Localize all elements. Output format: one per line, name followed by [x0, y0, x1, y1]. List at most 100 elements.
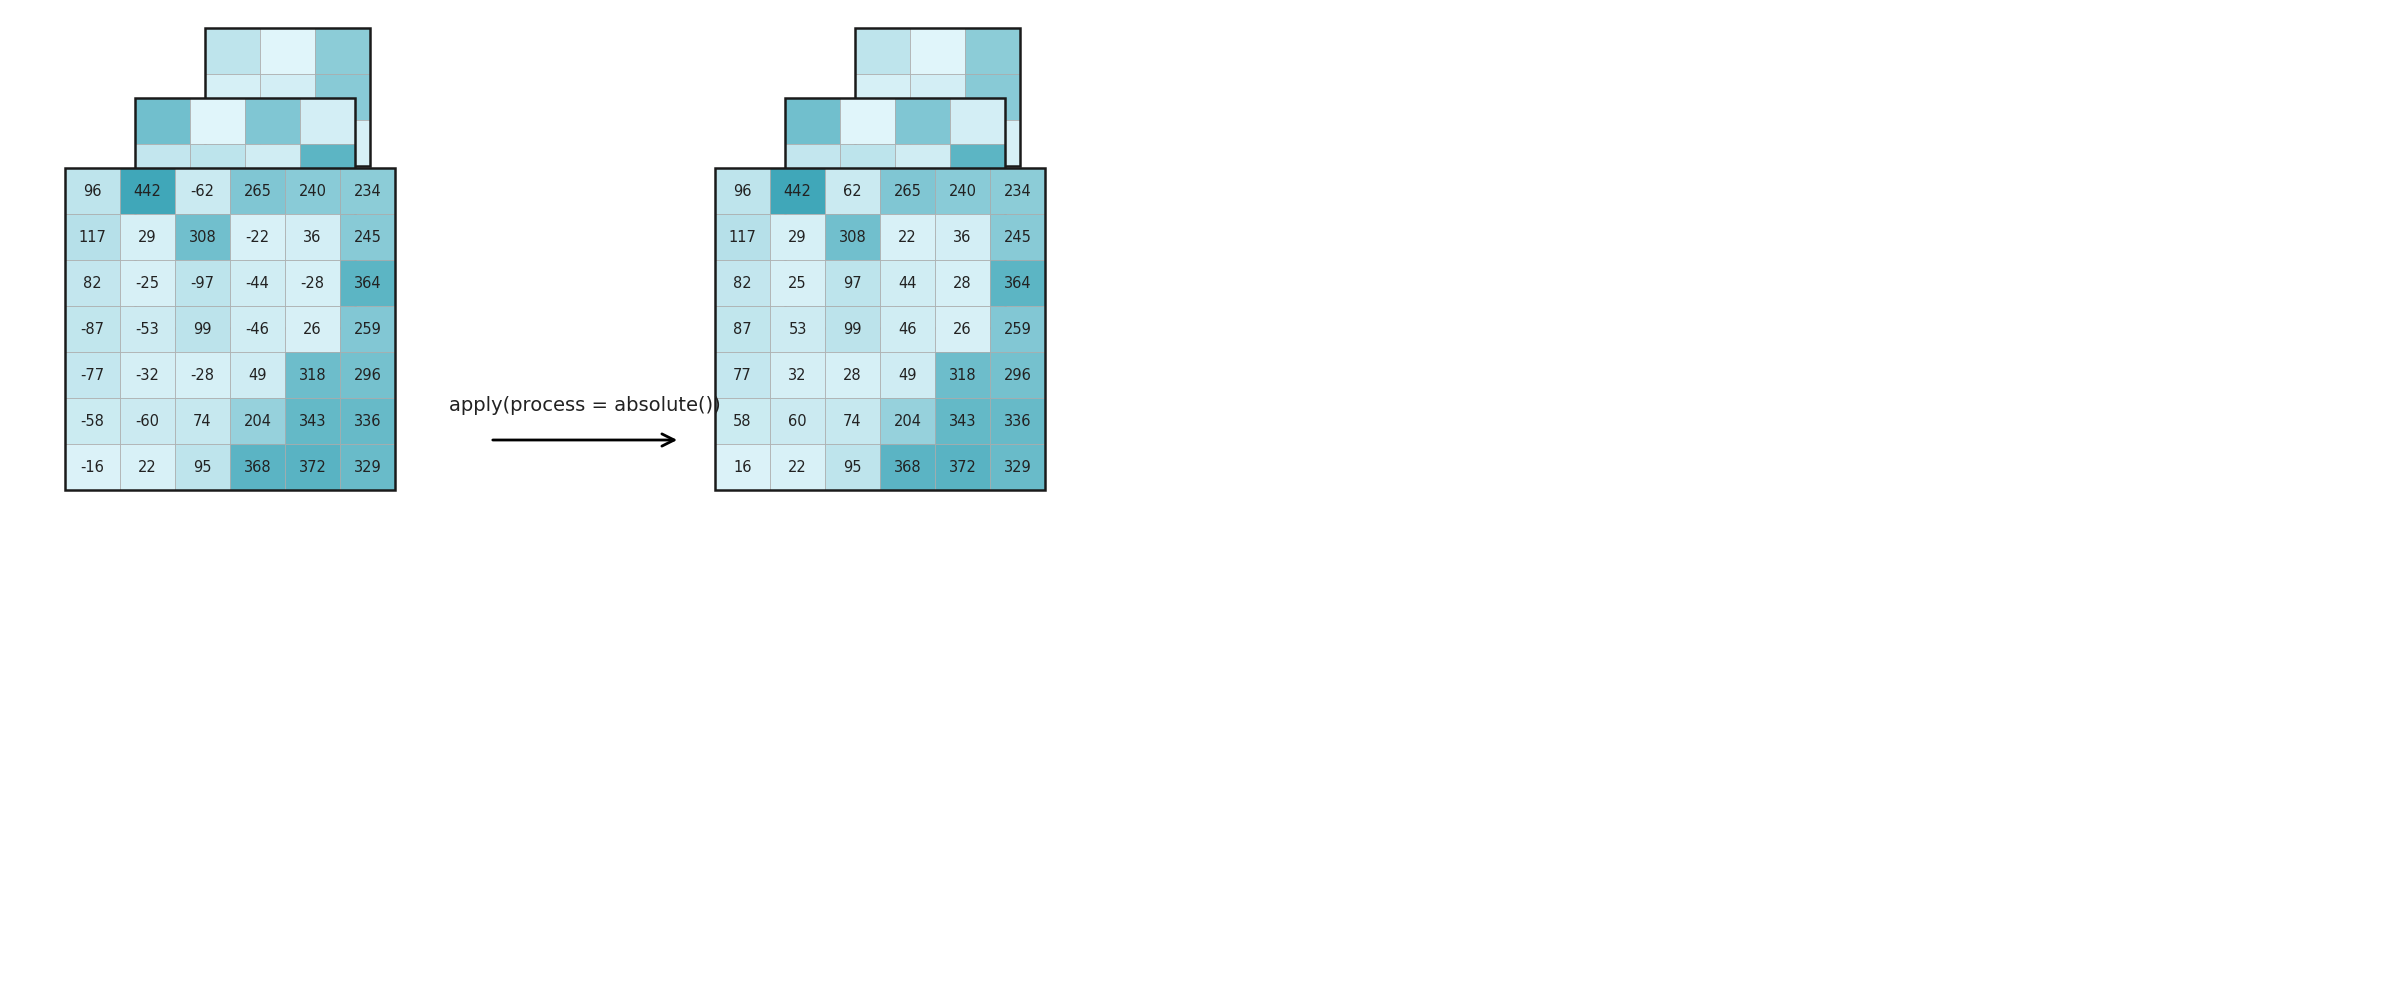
- Text: 77: 77: [732, 367, 751, 382]
- Bar: [286, 352, 341, 398]
- Bar: [286, 214, 341, 260]
- Bar: [259, 74, 314, 120]
- Text: 117: 117: [730, 230, 756, 244]
- Text: 22: 22: [898, 230, 917, 244]
- Bar: [120, 306, 175, 352]
- Bar: [895, 236, 950, 282]
- Text: 32: 32: [787, 367, 806, 382]
- Bar: [854, 28, 1020, 166]
- Text: -22: -22: [245, 230, 269, 244]
- Text: -77: -77: [82, 367, 106, 382]
- Bar: [65, 214, 120, 260]
- Text: 46: 46: [898, 322, 917, 336]
- Bar: [204, 74, 259, 120]
- Text: 204: 204: [893, 414, 922, 428]
- Bar: [770, 214, 826, 260]
- Bar: [840, 98, 895, 144]
- Text: 25: 25: [787, 275, 806, 290]
- Bar: [785, 190, 840, 236]
- Text: -87: -87: [82, 322, 106, 336]
- Text: 329: 329: [1003, 460, 1032, 475]
- Bar: [770, 352, 826, 398]
- Bar: [65, 444, 120, 490]
- Bar: [134, 190, 190, 236]
- Bar: [895, 144, 950, 190]
- Bar: [950, 236, 1006, 282]
- Bar: [936, 444, 991, 490]
- Text: 245: 245: [1003, 230, 1032, 244]
- Bar: [826, 168, 881, 214]
- Text: 364: 364: [1003, 275, 1032, 290]
- Text: -60: -60: [134, 414, 158, 428]
- Bar: [991, 214, 1044, 260]
- Bar: [120, 168, 175, 214]
- Bar: [314, 74, 370, 120]
- Text: 62: 62: [842, 184, 862, 198]
- Bar: [259, 120, 314, 166]
- Bar: [715, 214, 770, 260]
- Text: 26: 26: [953, 322, 972, 336]
- Bar: [300, 98, 355, 144]
- Bar: [341, 168, 396, 214]
- Text: -28: -28: [300, 275, 324, 290]
- Bar: [854, 28, 910, 74]
- Bar: [881, 398, 936, 444]
- Text: 296: 296: [353, 367, 382, 382]
- Bar: [991, 168, 1044, 214]
- Bar: [175, 398, 230, 444]
- Text: 16: 16: [734, 460, 751, 475]
- Bar: [341, 352, 396, 398]
- Text: 442: 442: [782, 184, 811, 198]
- Text: 60: 60: [787, 414, 806, 428]
- Bar: [190, 236, 245, 282]
- Text: 82: 82: [84, 275, 101, 290]
- Bar: [715, 168, 770, 214]
- Text: 99: 99: [842, 322, 862, 336]
- Bar: [965, 28, 1020, 74]
- Bar: [175, 168, 230, 214]
- Bar: [936, 352, 991, 398]
- Text: 74: 74: [842, 414, 862, 428]
- Bar: [134, 236, 190, 282]
- Bar: [785, 282, 840, 328]
- Bar: [715, 260, 770, 306]
- Text: -46: -46: [245, 322, 269, 336]
- Bar: [950, 144, 1006, 190]
- Bar: [286, 306, 341, 352]
- Bar: [120, 214, 175, 260]
- Bar: [895, 282, 950, 328]
- Bar: [175, 260, 230, 306]
- Bar: [300, 236, 355, 282]
- Text: -25: -25: [134, 275, 158, 290]
- Text: 318: 318: [948, 367, 977, 382]
- Text: -58: -58: [82, 414, 106, 428]
- Bar: [230, 444, 286, 490]
- Bar: [314, 28, 370, 74]
- Text: 364: 364: [353, 275, 382, 290]
- Text: -53: -53: [137, 322, 158, 336]
- Bar: [936, 398, 991, 444]
- Bar: [300, 144, 355, 190]
- Bar: [895, 98, 950, 144]
- Bar: [785, 98, 840, 144]
- Text: 234: 234: [1003, 184, 1032, 198]
- Bar: [785, 144, 840, 190]
- Bar: [175, 306, 230, 352]
- Bar: [991, 398, 1044, 444]
- Text: 96: 96: [84, 184, 101, 198]
- Bar: [190, 282, 245, 328]
- Text: 372: 372: [298, 460, 326, 475]
- Text: -28: -28: [190, 367, 214, 382]
- Text: 44: 44: [898, 275, 917, 290]
- Text: 308: 308: [190, 230, 216, 244]
- Text: 97: 97: [842, 275, 862, 290]
- Bar: [134, 144, 190, 190]
- Bar: [950, 190, 1006, 236]
- Text: 343: 343: [298, 414, 326, 428]
- Text: 95: 95: [194, 460, 211, 475]
- Bar: [881, 444, 936, 490]
- Bar: [770, 260, 826, 306]
- Text: apply(process = absolute()): apply(process = absolute()): [449, 396, 720, 415]
- Bar: [785, 236, 840, 282]
- Text: 368: 368: [245, 460, 271, 475]
